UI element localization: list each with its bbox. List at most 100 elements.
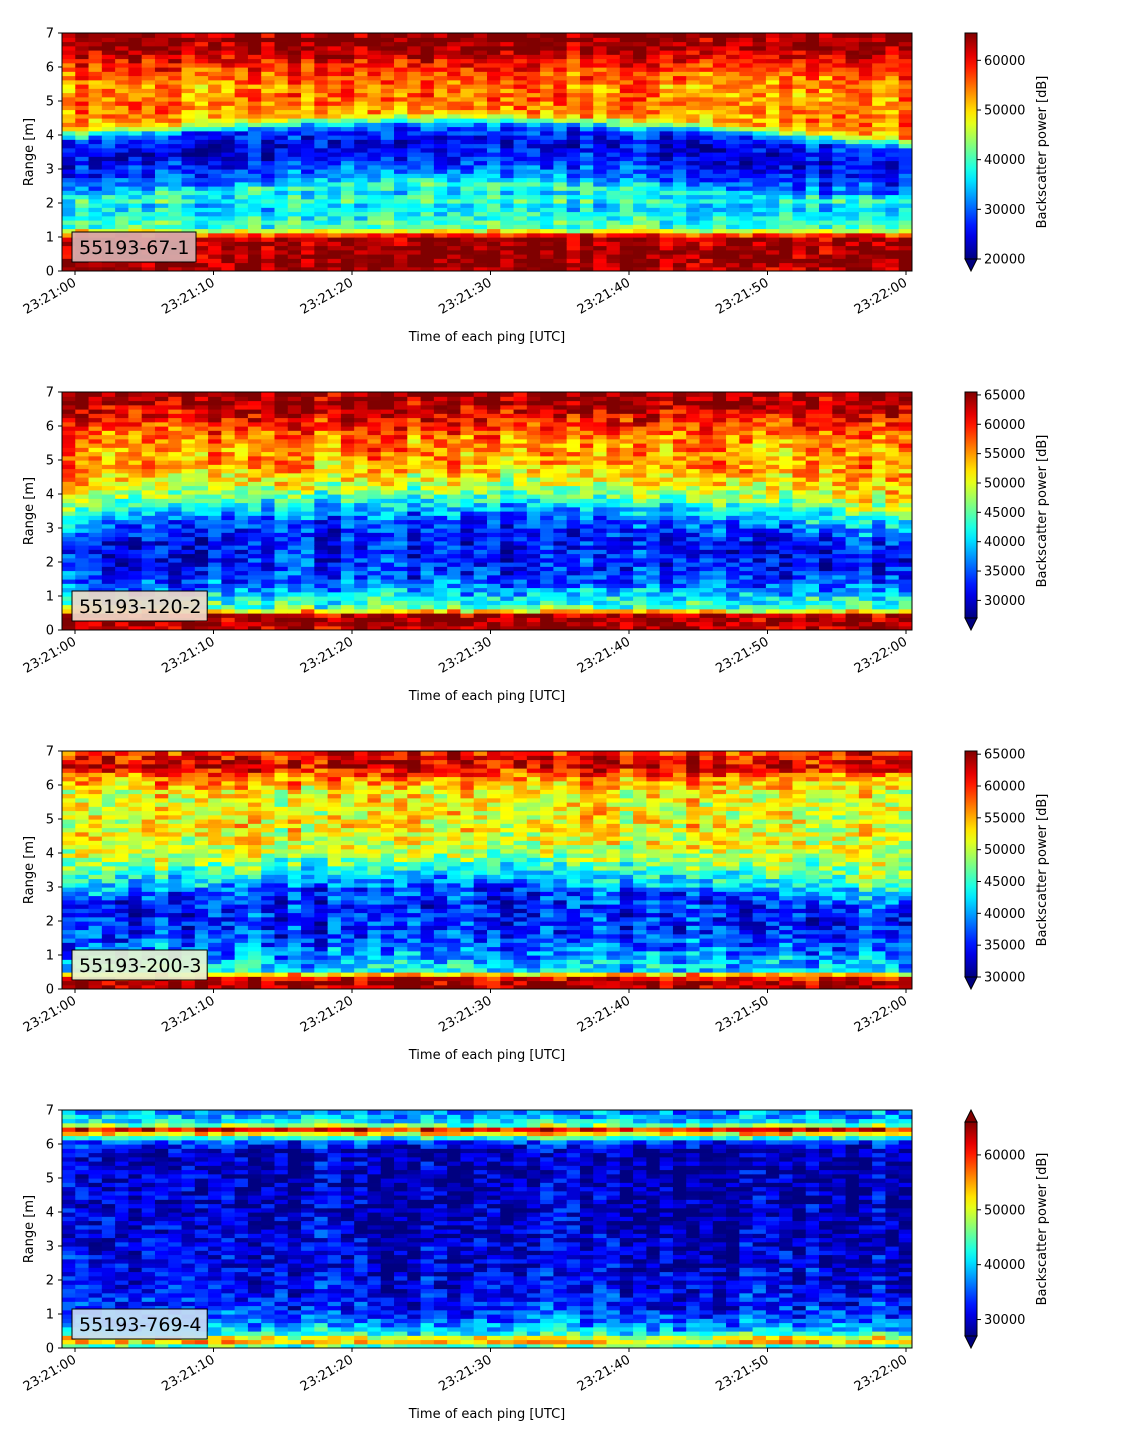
heatmap-cell [62,220,76,225]
heatmap-cell [168,177,183,183]
heatmap-cell [712,84,727,89]
heatmap-cell [473,96,488,102]
heatmap-cell [500,33,515,38]
heatmap-cell [181,528,196,533]
heatmap-cell [340,604,355,610]
heatmap-cell [154,118,169,123]
heatmap-cell [88,447,103,453]
heatmap-cell [247,96,262,102]
heatmap-cell [168,472,183,478]
heatmap-cell [845,152,860,157]
heatmap-cell [805,41,820,47]
heatmap-cell [141,426,156,431]
heatmap-cell [566,67,581,72]
heatmap-cell [420,84,435,89]
heatmap-cell [141,135,156,140]
heatmap-cell [845,58,860,64]
heatmap-cell [314,477,329,482]
heatmap-cell [128,404,143,410]
heatmap-cell [420,211,435,217]
heatmap-cell [234,477,249,482]
heatmap-cell [314,591,329,597]
heatmap-cell [314,139,329,145]
heatmap-cell [261,254,276,259]
heatmap-cell [606,75,621,81]
heatmap-cell [447,135,462,140]
heatmap-cell [88,523,103,529]
heatmap-cell [287,173,302,179]
heatmap-cell [819,33,833,38]
heatmap-cell [354,392,369,397]
heatmap-cell [115,118,130,123]
colorbar-tick-label: 30000 [984,203,1025,218]
heatmap-cell [247,494,262,499]
heatmap-cell [340,421,355,427]
heatmap-cell [115,84,130,89]
heatmap-cell [287,502,302,508]
heatmap-cell [500,258,515,264]
heatmap-cell [354,523,369,529]
heatmap-cell [301,101,315,106]
heatmap-cell [460,241,475,247]
heatmap-cell [500,194,515,200]
heatmap-cell [128,434,143,440]
heatmap-cell [354,160,369,166]
heatmap-cell [367,241,382,247]
heatmap-cell [274,392,289,397]
heatmap-cell [75,421,90,427]
heatmap-cell [221,591,236,597]
heatmap-cell [221,485,236,491]
heatmap-cell [327,481,342,487]
heatmap-cell [168,396,183,402]
heatmap-cell [646,258,661,264]
heatmap-cell [287,254,302,259]
heatmap-cell [101,464,116,470]
heatmap-cell [115,152,130,157]
heatmap-cell [301,557,315,563]
heatmap-cell [327,173,342,179]
heatmap-cell [407,118,422,123]
heatmap-cell [115,583,130,589]
heatmap-cell [579,237,594,242]
heatmap-cell [247,545,262,550]
heatmap-cell [473,101,488,106]
heatmap-cell [380,50,395,55]
heatmap-cell [752,92,767,98]
heatmap-cell [88,67,103,72]
heatmap-cell [314,232,329,238]
heatmap-cell [566,75,581,81]
heatmap-cell [367,254,382,259]
heatmap-cell [805,88,820,94]
heatmap-cell [805,109,820,115]
heatmap-cell [354,105,369,111]
heatmap-cell [314,532,329,538]
heatmap-cell [340,232,355,238]
heatmap-cell [88,152,103,157]
heatmap-cell [898,62,912,68]
heatmap-cell [686,203,701,208]
heatmap-cell [101,118,116,123]
heatmap-cell [154,194,169,200]
heatmap-cell [340,515,355,521]
heatmap-cell [726,75,740,81]
heatmap-cell [115,54,130,60]
heatmap-cell [659,181,674,187]
heatmap-cell [340,540,355,546]
heatmap-cell [367,545,382,550]
heatmap-cell [88,147,103,153]
heatmap-cell [858,54,873,60]
heatmap-cell [208,434,222,440]
heatmap-cell [181,92,196,98]
heatmap-cell [234,536,249,542]
heatmap-cell [646,177,661,183]
heatmap-cell [447,41,462,47]
heatmap-cell [659,135,674,140]
heatmap-cell [433,156,448,162]
heatmap-cell [433,220,448,225]
heatmap-cell [752,67,767,72]
heatmap-cell [221,434,236,440]
heatmap-cell [340,181,355,187]
heatmap-cell [540,37,555,43]
heatmap-cell [75,105,90,111]
heatmap-cell [274,553,289,559]
